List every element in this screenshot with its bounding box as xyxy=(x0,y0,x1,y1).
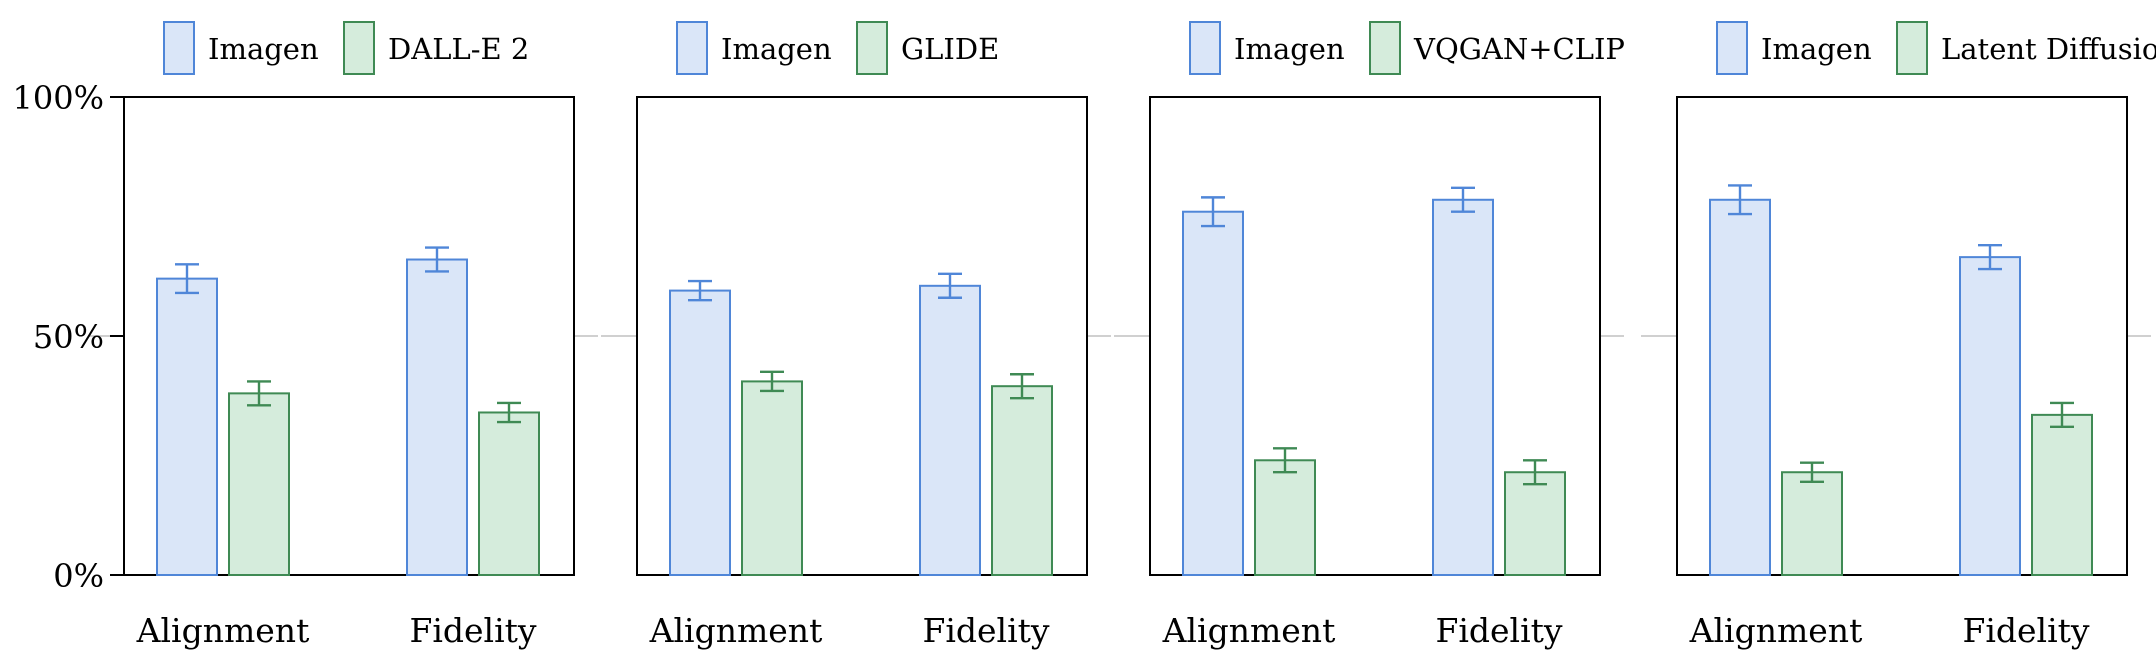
bar-comparison-alignment xyxy=(1254,459,1316,576)
x-category-label: Fidelity xyxy=(409,611,536,650)
chart-panel-2: Alignment Fidelity Imagen GLIDE xyxy=(601,21,1111,650)
bar-imagen-alignment xyxy=(1709,198,1771,577)
legend-swatch-imagen xyxy=(1189,21,1221,75)
y-tick-label: 100% xyxy=(13,79,104,117)
axis-frame xyxy=(636,96,1088,576)
bar-comparison-fidelity xyxy=(1504,471,1566,577)
x-category-label: Fidelity xyxy=(922,611,1049,650)
legend-swatch-comparison xyxy=(1896,21,1928,75)
bar-comparison-alignment xyxy=(228,392,290,576)
x-category-label: Alignment xyxy=(1689,611,1863,650)
legend-swatch-imagen xyxy=(163,21,195,75)
bar-comparison-fidelity xyxy=(2031,413,2093,576)
legend-label: Imagen xyxy=(1761,32,1872,66)
x-category-label: Alignment xyxy=(649,611,823,650)
bar-imagen-fidelity xyxy=(1432,198,1494,577)
chart-panel-4: Alignment Fidelity Imagen Latent Diffusion xyxy=(1641,21,2156,650)
legend-label: Imagen xyxy=(1234,32,1345,66)
bar-comparison-alignment xyxy=(741,380,803,576)
legend-label: GLIDE xyxy=(901,32,999,66)
legend-swatch-comparison xyxy=(343,21,375,75)
legend-label: Imagen xyxy=(721,32,832,66)
legend-label: DALL-E 2 xyxy=(388,32,529,66)
y-tick-label: 50% xyxy=(33,318,104,356)
bar-comparison-fidelity xyxy=(991,385,1053,576)
x-category-label: Alignment xyxy=(1162,611,1336,650)
x-category-label: Alignment xyxy=(136,611,310,650)
legend-swatch-comparison xyxy=(856,21,888,75)
bar-comparison-fidelity xyxy=(478,411,540,577)
x-category-label: Fidelity xyxy=(1435,611,1562,650)
bar-imagen-fidelity xyxy=(1959,256,2021,576)
axis-frame xyxy=(1149,96,1601,576)
bar-imagen-fidelity xyxy=(406,258,468,576)
bar-imagen-alignment xyxy=(156,277,218,576)
legend-label: Imagen xyxy=(208,32,319,66)
x-category-label: Fidelity xyxy=(1962,611,2089,650)
legend-swatch-imagen xyxy=(676,21,708,75)
legend-swatch-imagen xyxy=(1716,21,1748,75)
chart-panel-1: 0% 50% 100% Alignment Fidelity Imagen DALL-E 2 xyxy=(13,21,598,650)
bar-imagen-alignment xyxy=(669,289,731,576)
legend-swatch-comparison xyxy=(1369,21,1401,75)
bar-imagen-alignment xyxy=(1182,210,1244,576)
legend-label: Latent Diffusion xyxy=(1941,32,2156,66)
bar-imagen-fidelity xyxy=(919,284,981,576)
axis-frame xyxy=(1676,96,2128,576)
chart-panel-3: Alignment Fidelity Imagen VQGAN+CLIP xyxy=(1114,21,1625,650)
y-tick-label: 0% xyxy=(53,557,104,595)
bar-comparison-alignment xyxy=(1781,471,1843,577)
legend-label: VQGAN+CLIP xyxy=(1413,32,1625,66)
